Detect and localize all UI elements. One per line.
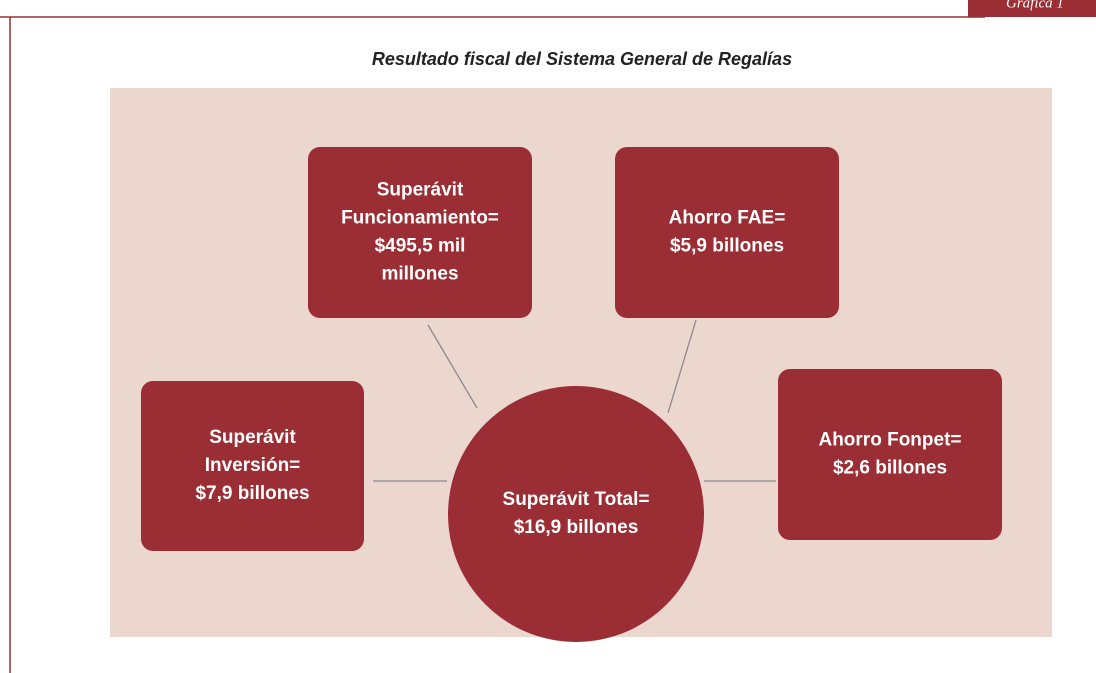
node-box <box>778 369 1002 540</box>
node-label: Funcionamiento= <box>341 208 499 229</box>
node-label: Superávit Total= <box>503 489 650 510</box>
node-label: $495,5 mil <box>375 236 466 257</box>
node-box <box>308 147 532 318</box>
tab <box>968 0 1096 17</box>
node-box <box>141 381 364 551</box>
title: Resultado fiscal del Sistema General de … <box>372 49 792 69</box>
node-box <box>615 147 839 318</box>
node-circle <box>448 386 704 642</box>
connector <box>427 324 478 409</box>
node-label: $16,9 billones <box>514 517 639 538</box>
node-label: $2,6 billones <box>833 458 947 479</box>
connector <box>667 319 697 414</box>
tab-label: Gráfica 1 <box>1006 0 1064 11</box>
node-label: millones <box>381 264 458 285</box>
node-label: Ahorro FAE= <box>669 208 786 229</box>
node-label: Superávit <box>209 427 296 448</box>
node-label: $7,9 billones <box>195 483 309 504</box>
node-label: Ahorro Fonpet= <box>818 430 961 451</box>
node-label: Superávit <box>377 180 464 201</box>
node-label: $5,9 billones <box>670 236 784 257</box>
node-label: Inversión= <box>205 455 301 476</box>
